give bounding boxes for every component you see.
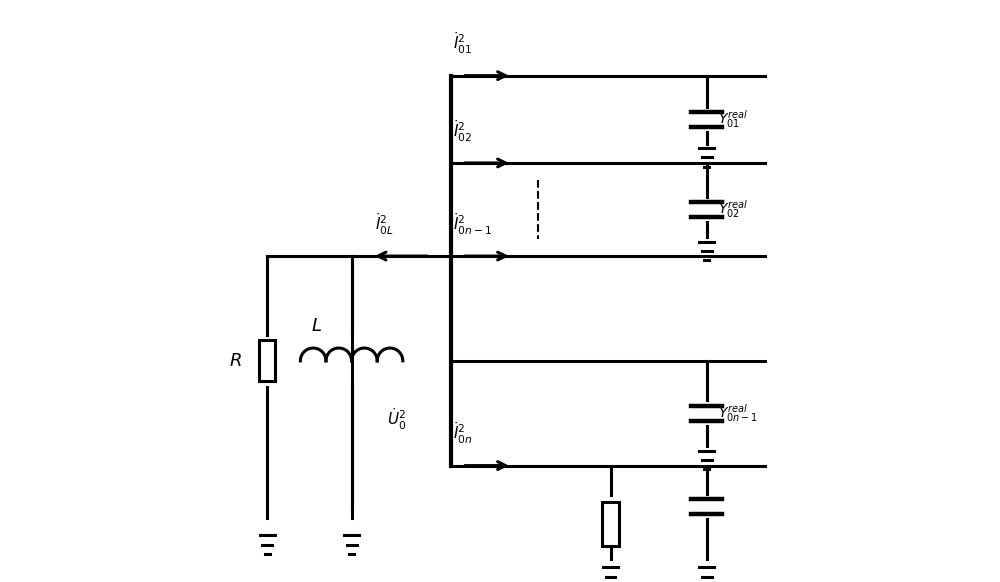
- Text: $Y_{01}^{real}$: $Y_{01}^{real}$: [718, 108, 748, 130]
- Text: $\dot{U}_{0}^{2}$: $\dot{U}_{0}^{2}$: [387, 406, 406, 432]
- Text: $Y_{0n-1}^{real}$: $Y_{0n-1}^{real}$: [718, 402, 758, 424]
- Text: $Y_{02}^{real}$: $Y_{02}^{real}$: [718, 198, 748, 221]
- Text: $\dot{I}_{02}^{2}$: $\dot{I}_{02}^{2}$: [453, 118, 473, 144]
- Bar: [602, 502, 619, 546]
- Text: $L$: $L$: [311, 317, 322, 335]
- Text: $\dot{I}_{0n-1}^{2}$: $\dot{I}_{0n-1}^{2}$: [453, 211, 492, 237]
- Bar: [259, 340, 275, 381]
- Text: $\dot{I}_{0n}^{2}$: $\dot{I}_{0n}^{2}$: [453, 421, 473, 446]
- Text: $\dot{I}_{0L}^{2}$: $\dot{I}_{0L}^{2}$: [375, 211, 394, 237]
- Text: $\dot{I}_{01}^{2}$: $\dot{I}_{01}^{2}$: [453, 31, 473, 56]
- Text: $R$: $R$: [229, 352, 242, 370]
